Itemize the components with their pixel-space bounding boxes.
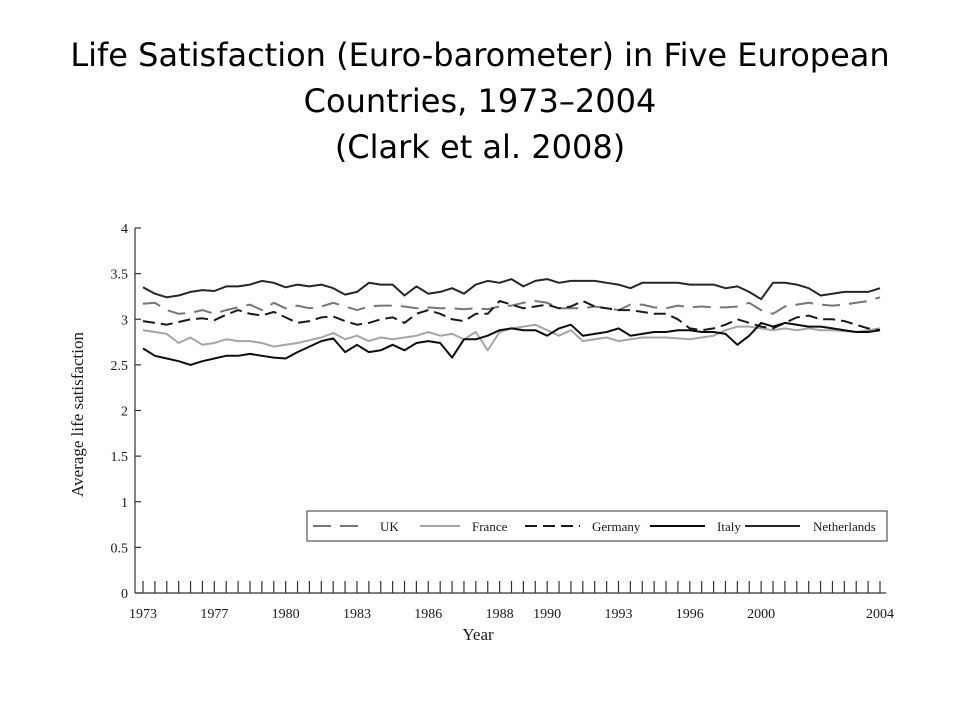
y-tick-label: 1.5 [111, 450, 129, 465]
x-tick-label: 1990 [533, 607, 561, 622]
series-line-italy [142, 321, 881, 366]
y-tick-label: 1 [121, 496, 128, 511]
y-tick-label: 2.5 [111, 359, 129, 374]
series-line-uk [142, 296, 881, 315]
x-tick-label: 1996 [676, 607, 704, 622]
legend-label-italy: Italy [717, 519, 741, 534]
series-line-germany [142, 300, 881, 332]
x-tick-label: 1993 [604, 607, 632, 622]
legend-label-uk: UK [380, 519, 399, 534]
y-axis-label: Average life satisfaction [68, 332, 87, 497]
title-line-2: Countries, 1973–2004 [303, 82, 657, 120]
x-tick-label: 1986 [414, 607, 442, 622]
y-tick-label: 3.5 [111, 268, 129, 283]
y-tick-label: 4 [121, 222, 128, 237]
x-tick-label: 1983 [343, 607, 371, 622]
x-tick-label: 2000 [747, 607, 775, 622]
y-tick-label: 0 [121, 587, 128, 602]
legend-label-netherlands: Netherlands [813, 519, 876, 534]
title-line-1: Life Satisfaction (Euro-barometer) in Fi… [70, 36, 890, 74]
title-line-3: (Clark et al. 2008) [334, 128, 626, 166]
y-tick-label: 0.5 [111, 541, 129, 556]
legend-label-germany: Germany [592, 519, 641, 534]
slide-title: Life Satisfaction (Euro-barometer) in Fi… [0, 32, 960, 170]
x-tick-label: 1980 [272, 607, 300, 622]
legend-label-france: France [472, 519, 508, 534]
x-tick-label: 2004 [866, 607, 894, 622]
x-tick-label: 1973 [129, 607, 157, 622]
x-tick-label: 1988 [486, 607, 514, 622]
x-axis-label: Year [462, 625, 494, 644]
series-line-netherlands [142, 278, 881, 301]
y-tick-label: 3 [121, 313, 128, 328]
x-tick-label: 1977 [200, 607, 228, 622]
y-tick-label: 2 [121, 405, 128, 420]
